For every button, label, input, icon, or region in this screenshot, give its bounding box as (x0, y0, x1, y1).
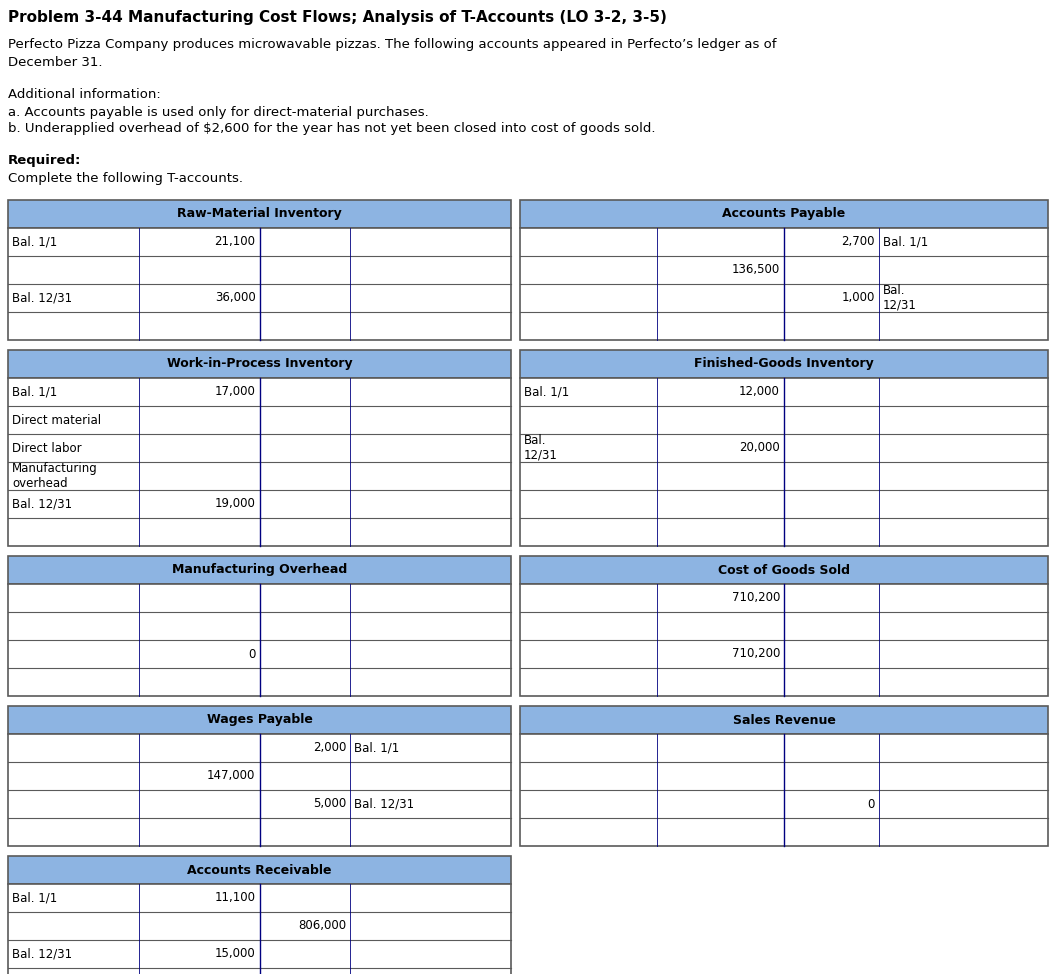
Text: Sales Revenue: Sales Revenue (733, 714, 835, 727)
Text: Direct material: Direct material (12, 414, 101, 427)
Bar (520, 350, 1048, 378)
Text: 36,000: 36,000 (214, 291, 256, 305)
Text: 5,000: 5,000 (313, 798, 346, 810)
Text: 2,700: 2,700 (842, 236, 875, 248)
Text: 11,100: 11,100 (214, 891, 256, 905)
Text: Finished-Goods Inventory: Finished-Goods Inventory (694, 357, 874, 370)
Bar (520, 584, 1048, 696)
Text: Bal. 12/31: Bal. 12/31 (12, 948, 72, 960)
Bar (8, 228, 511, 340)
Text: Raw-Material Inventory: Raw-Material Inventory (177, 207, 342, 220)
Bar (8, 884, 511, 974)
Text: 20,000: 20,000 (739, 441, 780, 455)
Bar (8, 556, 511, 584)
Text: Bal. 12/31: Bal. 12/31 (354, 798, 414, 810)
Bar (520, 556, 1048, 584)
Text: 0: 0 (248, 648, 256, 660)
Text: Manufacturing
overhead: Manufacturing overhead (12, 462, 98, 490)
Text: 2,000: 2,000 (313, 741, 346, 755)
Text: Direct labor: Direct labor (12, 441, 81, 455)
Text: Bal. 1/1: Bal. 1/1 (12, 386, 57, 398)
Text: Bal. 12/31: Bal. 12/31 (12, 498, 72, 510)
Text: 19,000: 19,000 (214, 498, 256, 510)
Bar (8, 584, 511, 696)
Bar (8, 734, 511, 846)
Text: Bal. 1/1: Bal. 1/1 (354, 741, 399, 755)
Bar (520, 378, 1048, 546)
Text: a. Accounts payable is used only for direct-material purchases.: a. Accounts payable is used only for dir… (8, 106, 429, 119)
Text: 0: 0 (868, 798, 875, 810)
Text: Problem 3-44 Manufacturing Cost Flows; Analysis of T-Accounts (LO 3-2, 3-5): Problem 3-44 Manufacturing Cost Flows; A… (8, 10, 667, 25)
Text: 710,200: 710,200 (732, 591, 780, 605)
Text: Cost of Goods Sold: Cost of Goods Sold (718, 564, 850, 577)
Bar (520, 734, 1048, 846)
Bar (8, 378, 511, 546)
Text: 12,000: 12,000 (739, 386, 780, 398)
Bar (8, 350, 511, 378)
Bar (520, 228, 1048, 340)
Text: Bal.
12/31: Bal. 12/31 (524, 434, 558, 462)
Text: 806,000: 806,000 (298, 919, 346, 932)
Text: 15,000: 15,000 (214, 948, 256, 960)
Text: Accounts Payable: Accounts Payable (722, 207, 846, 220)
Bar (520, 706, 1048, 734)
Text: 1,000: 1,000 (842, 291, 875, 305)
Text: Bal. 1/1: Bal. 1/1 (12, 236, 57, 248)
Text: 17,000: 17,000 (214, 386, 256, 398)
Text: Complete the following T-accounts.: Complete the following T-accounts. (8, 172, 243, 185)
Text: 147,000: 147,000 (207, 769, 256, 782)
Text: Bal. 1/1: Bal. 1/1 (12, 891, 57, 905)
Text: Bal.
12/31: Bal. 12/31 (883, 284, 917, 312)
Text: Bal. 1/1: Bal. 1/1 (883, 236, 928, 248)
Text: Wages Payable: Wages Payable (207, 714, 313, 727)
Text: b. Underapplied overhead of $2,600 for the year has not yet been closed into cos: b. Underapplied overhead of $2,600 for t… (8, 122, 656, 135)
Text: Required:: Required: (8, 154, 81, 167)
Text: Manufacturing Overhead: Manufacturing Overhead (172, 564, 347, 577)
Bar (8, 200, 511, 228)
Bar (8, 706, 511, 734)
Text: 710,200: 710,200 (732, 648, 780, 660)
Bar (8, 856, 511, 884)
Text: Bal. 12/31: Bal. 12/31 (12, 291, 72, 305)
Text: Accounts Receivable: Accounts Receivable (187, 864, 332, 877)
Bar (520, 200, 1048, 228)
Text: Work-in-Process Inventory: Work-in-Process Inventory (167, 357, 353, 370)
Text: 21,100: 21,100 (214, 236, 256, 248)
Text: Bal. 1/1: Bal. 1/1 (524, 386, 569, 398)
Text: December 31.: December 31. (8, 56, 102, 69)
Text: Perfecto Pizza Company produces microwavable pizzas. The following accounts appe: Perfecto Pizza Company produces microwav… (8, 38, 776, 51)
Text: Additional information:: Additional information: (8, 88, 161, 101)
Text: 136,500: 136,500 (732, 264, 780, 277)
